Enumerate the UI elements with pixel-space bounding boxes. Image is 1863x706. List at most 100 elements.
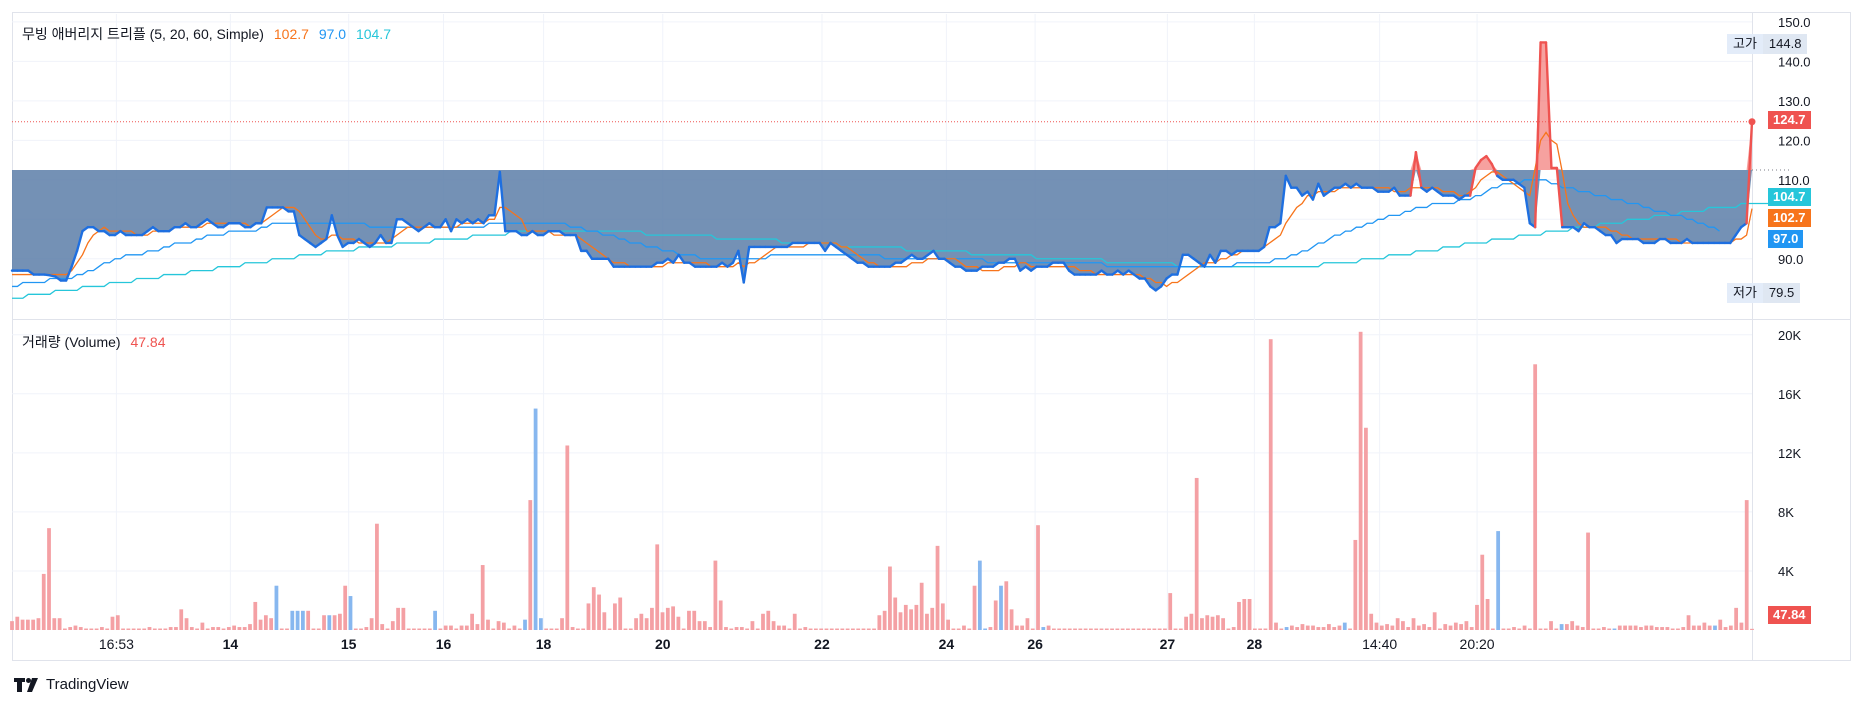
price-line-segment — [260, 206, 268, 225]
volume-bar — [396, 607, 400, 630]
volume-bar — [131, 628, 136, 630]
volume-bar — [1538, 628, 1543, 630]
volume-bar — [263, 615, 268, 630]
volume-bar — [528, 500, 533, 630]
price-line-segment — [1176, 253, 1185, 276]
price-line-segment — [1208, 253, 1217, 264]
tradingview-icon — [14, 677, 38, 692]
volume-bar — [1459, 624, 1464, 630]
time-axis-label: 27 — [1160, 636, 1176, 652]
volume-bar — [787, 628, 792, 630]
volume-bar — [1231, 627, 1236, 630]
volume-bar — [480, 565, 485, 630]
volume-bar — [1580, 627, 1585, 630]
volume-bar — [232, 625, 237, 630]
volume-bar — [433, 610, 437, 630]
ma60-line — [12, 200, 1785, 299]
volume-bar — [1681, 627, 1686, 630]
volume-bar — [554, 628, 559, 630]
volume-bar — [798, 628, 802, 630]
volume-bar — [1591, 628, 1596, 630]
price-line-segment — [1306, 190, 1315, 201]
volume-bar — [1496, 531, 1501, 630]
volume-bar — [1432, 612, 1437, 630]
volume-bar — [1221, 618, 1226, 630]
high-label: 고가 — [1733, 36, 1757, 51]
volume-bar — [1607, 628, 1612, 630]
volume-bar — [322, 615, 326, 630]
volume-bar — [316, 628, 321, 630]
price-line-segment — [330, 214, 339, 237]
ma60-price-tag: 104.7 — [1768, 188, 1811, 206]
volume-bar — [274, 585, 279, 630]
volume-bar — [962, 625, 966, 630]
volume-bar — [1147, 628, 1151, 630]
volume-bar — [31, 619, 36, 630]
volume-bar — [1654, 627, 1659, 630]
volume-bar — [660, 612, 665, 630]
volume-bar — [1575, 625, 1580, 630]
volume-bar — [343, 585, 348, 630]
volume-bar — [1078, 628, 1083, 630]
price-legend-ma60: 104.7 — [355, 26, 391, 42]
volume-bar — [1517, 628, 1522, 630]
volume-bar — [1115, 628, 1120, 630]
price-line-segment — [677, 253, 686, 264]
volume-bar — [464, 625, 469, 630]
volume-bar — [1602, 627, 1606, 630]
price-line-segment — [672, 253, 680, 264]
volume-bar — [930, 607, 935, 630]
volume-bar — [1036, 525, 1040, 630]
volume-bar — [89, 628, 94, 630]
volume-bar — [713, 560, 718, 630]
volume-bar — [1268, 339, 1273, 630]
tradingview-logo[interactable]: TradingView — [14, 676, 129, 693]
price-line-segment — [444, 218, 453, 233]
price-axis-tick-label: 150.0 — [1778, 15, 1811, 30]
volume-bar — [983, 628, 988, 630]
volume-bar — [1427, 627, 1432, 630]
volume-bar — [1062, 628, 1067, 630]
volume-bar — [1237, 601, 1241, 630]
volume-bar — [1353, 539, 1358, 630]
volume-bar — [644, 618, 649, 630]
volume-bar — [977, 560, 982, 630]
volume-bar — [538, 618, 543, 630]
volume-bar — [782, 625, 787, 630]
volume-bar — [1178, 628, 1183, 630]
volume-bar — [1364, 427, 1368, 630]
volume-bar — [729, 628, 734, 630]
volume-bar — [570, 627, 575, 630]
volume-bar — [602, 612, 607, 630]
volume-bar — [739, 627, 744, 630]
volume-bar — [179, 609, 184, 630]
volume-bar — [454, 628, 459, 630]
price-line-segment — [325, 214, 334, 241]
volume-bar — [1416, 625, 1421, 630]
volume-bar — [412, 628, 416, 630]
price-line-segment — [439, 218, 447, 229]
last-price-tag: 124.7 — [1768, 111, 1811, 129]
volume-bar — [940, 603, 945, 630]
price-line-segment — [742, 245, 751, 284]
price-line-segment — [498, 170, 507, 233]
time-axis-label: 26 — [1027, 636, 1043, 652]
price-line-segment — [390, 218, 399, 245]
volume-bar — [327, 615, 332, 630]
volume-bar — [988, 627, 993, 630]
volume-bar — [919, 582, 924, 630]
price-line-segment — [932, 249, 941, 260]
volume-bar — [1067, 628, 1072, 630]
volume-bar — [100, 627, 104, 630]
price-line-segment — [379, 233, 388, 245]
volume-bar — [78, 627, 83, 630]
volume-bar — [1718, 619, 1723, 630]
price-line-segment — [1544, 41, 1553, 170]
volume-bar — [1342, 622, 1347, 630]
volume-bar — [237, 627, 242, 630]
price-line-segment — [1393, 186, 1401, 197]
volume-bar — [814, 628, 818, 630]
volume-bar — [332, 615, 337, 630]
volume-bar — [1612, 628, 1617, 630]
